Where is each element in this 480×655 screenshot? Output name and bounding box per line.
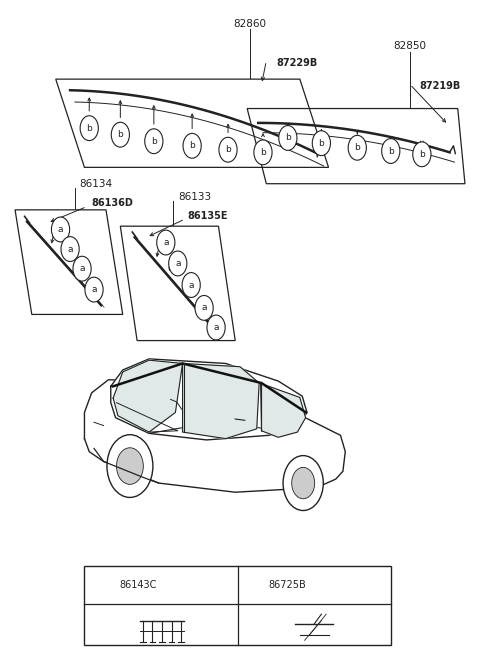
Text: b: b <box>388 147 394 155</box>
Circle shape <box>382 139 400 164</box>
Text: 82850: 82850 <box>394 41 426 52</box>
Text: 86136D: 86136D <box>92 198 133 208</box>
Text: b: b <box>189 141 195 150</box>
Text: b: b <box>86 124 92 133</box>
Text: b: b <box>225 145 231 154</box>
Text: a: a <box>79 264 85 273</box>
Text: b: b <box>319 139 324 147</box>
Circle shape <box>292 468 315 498</box>
Circle shape <box>413 142 431 167</box>
Circle shape <box>73 256 91 281</box>
Text: a: a <box>102 580 108 590</box>
Polygon shape <box>111 359 307 440</box>
Text: 87229B: 87229B <box>276 58 317 67</box>
Text: 82860: 82860 <box>233 18 266 29</box>
Circle shape <box>80 116 98 141</box>
Circle shape <box>312 131 330 156</box>
Polygon shape <box>182 364 259 439</box>
Circle shape <box>168 251 187 276</box>
Text: a: a <box>201 303 207 312</box>
Circle shape <box>279 126 297 151</box>
Circle shape <box>145 129 163 154</box>
Polygon shape <box>113 360 182 432</box>
Circle shape <box>207 315 225 340</box>
Text: b: b <box>151 137 157 145</box>
Polygon shape <box>262 384 306 438</box>
Circle shape <box>246 573 263 597</box>
Circle shape <box>117 448 144 484</box>
Text: b: b <box>354 143 360 152</box>
Circle shape <box>348 136 366 160</box>
Circle shape <box>107 435 153 497</box>
Text: 86135E: 86135E <box>187 212 228 221</box>
Text: 87219B: 87219B <box>420 81 461 90</box>
Circle shape <box>51 217 70 242</box>
Text: a: a <box>175 259 180 268</box>
Text: 86143C: 86143C <box>119 580 156 590</box>
Circle shape <box>183 134 201 159</box>
Circle shape <box>182 272 200 297</box>
Circle shape <box>95 573 112 597</box>
Text: a: a <box>101 580 107 590</box>
FancyBboxPatch shape <box>84 566 391 645</box>
Polygon shape <box>84 380 345 492</box>
Text: a: a <box>67 244 73 253</box>
Text: b: b <box>252 580 257 590</box>
Text: a: a <box>91 285 97 294</box>
Text: a: a <box>163 238 168 247</box>
Circle shape <box>111 122 130 147</box>
Text: a: a <box>58 225 63 234</box>
Text: 86134: 86134 <box>80 179 113 189</box>
Text: 86725B: 86725B <box>269 580 306 590</box>
Text: a: a <box>213 323 219 332</box>
Circle shape <box>96 573 113 597</box>
Circle shape <box>195 295 213 320</box>
Circle shape <box>283 456 323 510</box>
Circle shape <box>219 138 237 162</box>
Circle shape <box>85 277 103 302</box>
Text: b: b <box>118 130 123 139</box>
Text: 86133: 86133 <box>178 192 211 202</box>
Text: b: b <box>285 134 291 142</box>
Text: b: b <box>260 148 266 157</box>
Circle shape <box>61 236 79 261</box>
Text: a: a <box>189 280 194 290</box>
Circle shape <box>254 140 272 165</box>
Circle shape <box>157 230 175 255</box>
Text: b: b <box>419 150 425 159</box>
